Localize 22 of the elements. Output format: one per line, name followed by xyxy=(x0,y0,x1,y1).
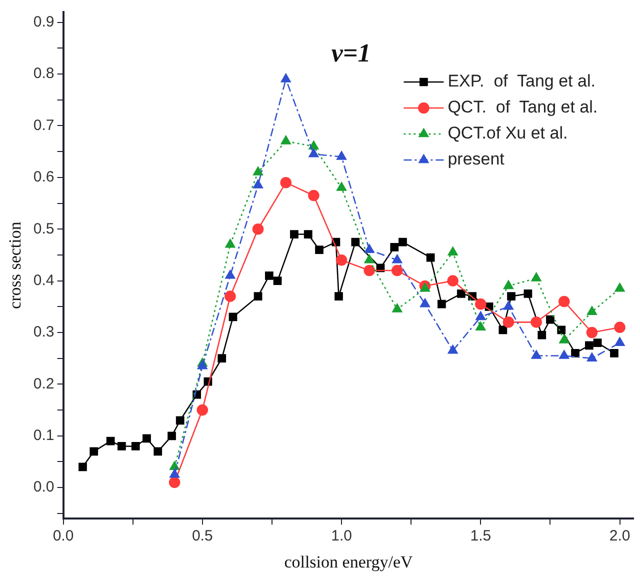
x-tick-label: 0.5 xyxy=(192,528,213,545)
y-tick-label: 0.5 xyxy=(33,220,54,238)
x-axis-title: collsion energy/eV xyxy=(284,552,414,572)
x-tick-label: 1.5 xyxy=(470,528,492,545)
text: v=1 xyxy=(331,38,371,68)
y-tick-label: 0.8 xyxy=(33,65,54,82)
y-tick-label: 0.1 xyxy=(33,427,54,444)
y-tick-label: 0.4 xyxy=(33,272,54,289)
y-tick-label: 0.3 xyxy=(33,324,54,341)
x-tick-label: 1.0 xyxy=(331,528,352,545)
legend-label: QCT. of Tang et al. xyxy=(448,98,598,117)
legend-label: present xyxy=(448,150,505,169)
y-tick-label: 0.7 xyxy=(33,116,54,134)
y-axis-title: cross section xyxy=(6,221,25,309)
legend-label: EXP. of Tang et al. xyxy=(448,72,596,91)
y-tick-label: 0.9 xyxy=(33,13,54,30)
y-tick-label: 0.6 xyxy=(33,168,54,186)
x-tick-label: 0.0 xyxy=(52,528,74,545)
y-tick-label: 0.0 xyxy=(33,478,54,496)
x-tick-label: 2.0 xyxy=(609,528,630,545)
legend-label: QCT.of Xu et al. xyxy=(448,124,568,143)
y-tick-label: 0.2 xyxy=(33,375,54,392)
